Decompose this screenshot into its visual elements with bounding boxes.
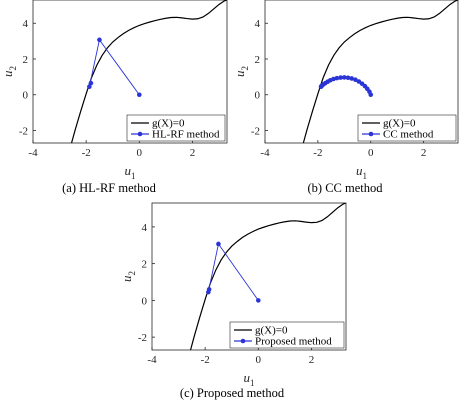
series-point [342, 75, 347, 80]
series-point [256, 298, 261, 303]
x-axis-label: u1 [244, 370, 255, 388]
x-tick-label: -2 [201, 354, 210, 366]
legend-marker [240, 338, 246, 344]
y-tick-label: 4 [23, 18, 29, 30]
legend-label: Proposed method [255, 336, 332, 348]
x-tick-label: 2 [421, 147, 427, 159]
x-tick-label: -2 [313, 147, 322, 159]
legend: g(X)=0HL-RF method [126, 114, 226, 142]
y-tick-label: 2 [255, 54, 261, 66]
series-point [356, 79, 362, 84]
legend-marker [137, 131, 143, 137]
y-axis-label: u2 [232, 66, 250, 77]
series-point [87, 84, 92, 89]
y-tick-label: 2 [23, 54, 29, 66]
legend-label: g(X)=0 [255, 325, 288, 337]
series-point [318, 84, 324, 89]
panel-caption: (b) CC method [308, 181, 384, 195]
legend-box [229, 321, 345, 349]
series-point [97, 37, 102, 43]
y-tick-label: -2 [138, 332, 147, 344]
x-axis-label: u1 [356, 163, 367, 181]
x-tick-label: 0 [368, 147, 374, 159]
y-tick-label: 0 [23, 90, 29, 102]
series-point [349, 76, 355, 81]
x-tick-label: -4 [28, 147, 38, 159]
series-layer [302, 0, 458, 143]
series-point [206, 287, 212, 292]
series-point [137, 92, 142, 98]
y-axis-label-subscript: 2 [240, 66, 250, 71]
y-tick-label: 4 [255, 18, 261, 30]
series-point [88, 80, 94, 86]
series-point [338, 75, 343, 80]
y-tick-label: 0 [142, 295, 148, 307]
y-axis-label-subscript: 2 [127, 271, 137, 276]
series-point [216, 241, 221, 247]
legend-marker [368, 131, 374, 137]
y-axis-label: u2 [0, 66, 18, 77]
legend-box [126, 114, 226, 142]
legend-label: CC method [383, 129, 434, 141]
x-axis-label-subscript: 1 [250, 378, 255, 388]
y-axis-label-subscript: 2 [8, 66, 18, 71]
legend-label: g(X)=0 [152, 118, 185, 130]
panel-caption: (a) HL-RF method [62, 181, 156, 195]
x-tick-label: -4 [147, 354, 157, 366]
series-point [334, 75, 340, 81]
x-tick-label: 2 [309, 354, 315, 366]
legend: g(X)=0CC method [357, 114, 457, 142]
legend-label: HL-RF method [152, 129, 220, 141]
x-tick-label: -2 [82, 147, 91, 159]
y-tick-label: 0 [255, 90, 261, 102]
y-tick-label: 4 [142, 222, 148, 234]
x-tick-label: -4 [260, 147, 270, 159]
series-point [345, 75, 351, 81]
series-point [353, 77, 358, 83]
x-axis-label-subscript: 1 [363, 171, 368, 181]
series-layer [189, 203, 346, 350]
series-line-1 [70, 0, 227, 143]
panel-caption: (c) Proposed method [180, 386, 285, 400]
x-tick-label: 0 [137, 147, 143, 159]
y-axis-label: u2 [119, 271, 137, 282]
y-tick-label: -2 [251, 125, 260, 137]
series-layer [70, 0, 227, 143]
legend-label: g(X)=0 [383, 118, 416, 130]
y-tick-label: 2 [142, 259, 148, 271]
y-tick-label: -2 [19, 125, 28, 137]
x-tick-label: 2 [190, 147, 196, 159]
x-axis-label-subscript: 1 [131, 171, 136, 181]
x-axis-label: u1 [125, 163, 136, 181]
legend-box [357, 114, 457, 142]
x-tick-label: 0 [256, 354, 262, 366]
series-line-1 [189, 203, 346, 350]
series-line-1 [302, 0, 458, 143]
